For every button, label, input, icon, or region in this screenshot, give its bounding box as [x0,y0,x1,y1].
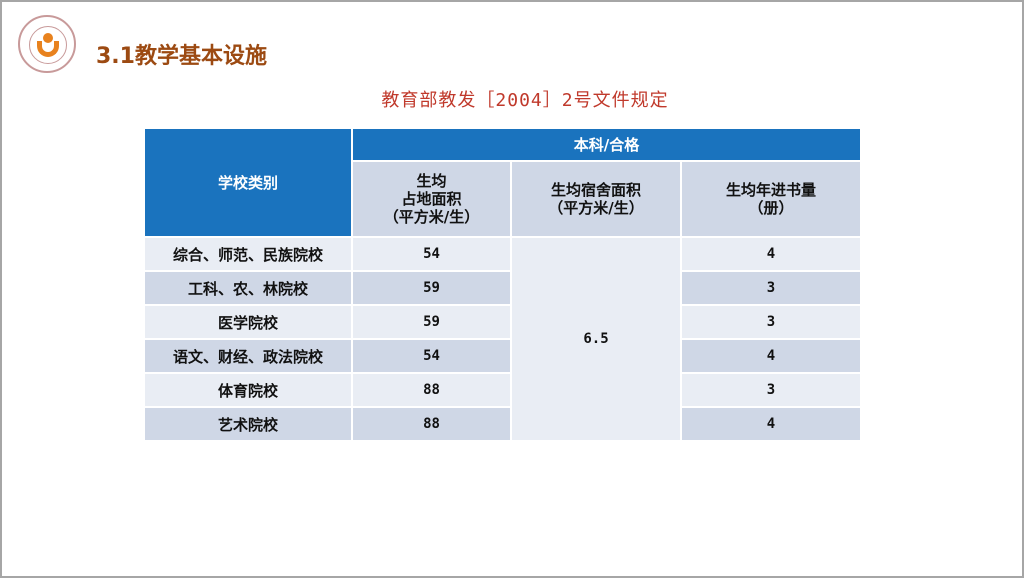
land-area-cell: 59 [351,304,512,340]
standards-table: 学校类别 本科/合格 生均 占地面积 （平方米/生） 生均宿舍面积 （平方米/生） 生… [143,127,862,442]
table-row: 综合、师范、民族院校 54 6.5 4 [143,236,862,442]
header-land-area: 生均 占地面积 （平方米/生） [351,160,512,238]
books-cell: 4 [680,338,862,374]
land-area-cell: 88 [351,372,512,408]
table-row: 医学院校 59 3 [143,304,862,340]
table-row: 语文、财经、政法院校 54 4 [143,338,862,374]
dorm-area-cell: 6.5 [510,236,682,442]
university-logo [18,15,76,73]
header-books: 生均年进书量 （册） [680,160,862,238]
books-cell: 3 [680,270,862,306]
books-cell: 3 [680,304,862,340]
category-cell: 语文、财经、政法院校 [143,338,353,374]
slide-title: 3.1教学基本设施 [96,44,267,69]
table-row: 体育院校 88 3 [143,372,862,408]
category-cell: 工科、农、林院校 [143,270,353,306]
category-cell: 艺术院校 [143,406,353,442]
land-area-cell: 59 [351,270,512,306]
table-row: 工科、农、林院校 59 3 [143,270,862,306]
header-category: 学校类别 [143,127,353,238]
category-cell: 医学院校 [143,304,353,340]
category-cell: 体育院校 [143,372,353,408]
slide-subtitle: 教育部教发［2004］2号文件规定 [381,90,669,111]
table-row: 艺术院校 88 4 [143,406,862,442]
category-cell: 综合、师范、民族院校 [143,236,353,272]
header-group: 本科/合格 [351,127,862,162]
land-area-cell: 54 [351,338,512,374]
books-cell: 4 [680,406,862,442]
land-area-cell: 54 [351,236,512,272]
books-cell: 4 [680,236,862,272]
land-area-cell: 88 [351,406,512,442]
header-dorm-area: 生均宿舍面积 （平方米/生） [510,160,682,238]
books-cell: 3 [680,372,862,408]
